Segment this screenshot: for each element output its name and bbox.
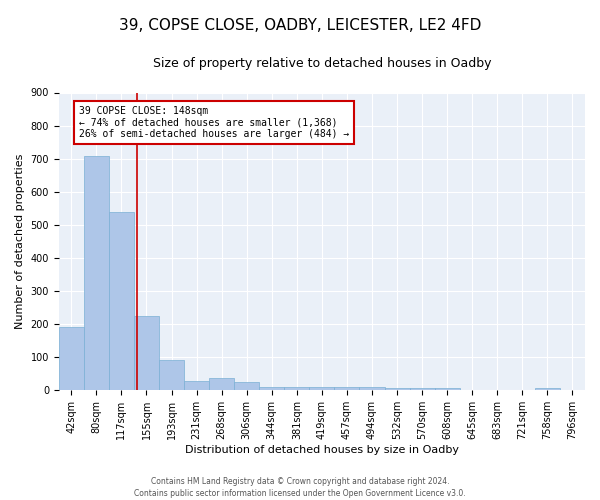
Text: 39, COPSE CLOSE, OADBY, LEICESTER, LE2 4FD: 39, COPSE CLOSE, OADBY, LEICESTER, LE2 4… xyxy=(119,18,481,32)
Bar xyxy=(209,378,234,390)
Bar xyxy=(535,388,560,390)
Bar xyxy=(59,328,84,390)
Bar xyxy=(385,388,410,390)
Bar xyxy=(334,388,359,390)
Text: 39 COPSE CLOSE: 148sqm
← 74% of detached houses are smaller (1,368)
26% of semi-: 39 COPSE CLOSE: 148sqm ← 74% of detached… xyxy=(79,106,349,139)
Bar xyxy=(184,382,209,390)
Bar xyxy=(109,212,134,390)
Bar xyxy=(434,388,460,390)
Bar xyxy=(134,316,159,390)
Bar xyxy=(159,360,184,390)
Bar xyxy=(259,386,284,390)
Bar xyxy=(284,386,310,390)
Bar xyxy=(359,388,385,390)
Y-axis label: Number of detached properties: Number of detached properties xyxy=(15,154,25,329)
Title: Size of property relative to detached houses in Oadby: Size of property relative to detached ho… xyxy=(152,58,491,70)
Bar xyxy=(410,388,434,390)
X-axis label: Distribution of detached houses by size in Oadby: Distribution of detached houses by size … xyxy=(185,445,459,455)
Bar xyxy=(310,386,334,390)
Text: Contains HM Land Registry data © Crown copyright and database right 2024.
Contai: Contains HM Land Registry data © Crown c… xyxy=(134,476,466,498)
Bar xyxy=(84,156,109,390)
Bar xyxy=(234,382,259,390)
